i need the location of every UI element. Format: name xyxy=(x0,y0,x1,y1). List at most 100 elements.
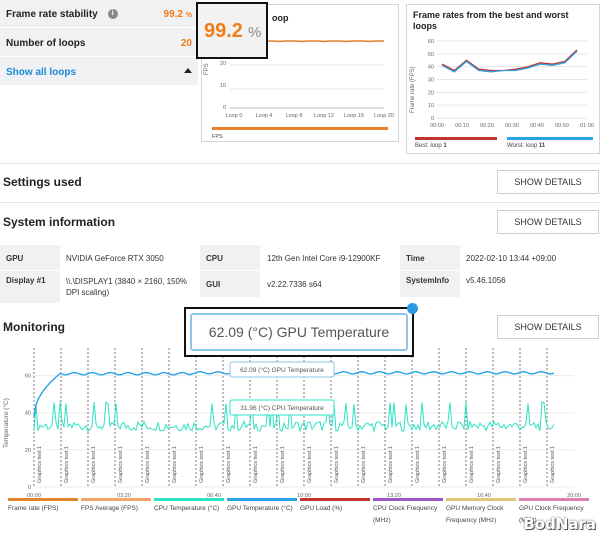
legend-item[interactable]: CPU Clock Frequency (MHz) xyxy=(373,498,443,535)
legend-item[interactable]: GPU Clock Frequency (MHz) xyxy=(519,498,589,535)
loop-x-tick: Loop 0 xyxy=(226,113,243,119)
loop-chart-panel: oop Loop 0 Loop 4 Loop 8 Loop 12 Loop 16 Loop… xyxy=(201,4,399,142)
mon-x-tick: 16:40 xyxy=(477,493,491,499)
loop-marker-label: Graphics test 1 xyxy=(523,446,529,483)
mon-y-tick: 20 xyxy=(25,448,31,454)
callout-unit: % xyxy=(248,24,262,41)
loop-marker-label: Graphics test 1 xyxy=(145,446,151,483)
legend-swatch xyxy=(81,498,151,501)
legend-label: GPU Load (%) xyxy=(300,505,343,512)
stability-label: Frame rate stability xyxy=(6,9,98,20)
loop-marker-label: Graphics test 1 xyxy=(253,446,259,483)
divider xyxy=(0,163,600,164)
legend-label: GPU Memory Clock Frequency (MHz) xyxy=(446,505,504,524)
mon-x-tick: 03:20 xyxy=(117,493,131,499)
loop-chart: Loop 0 Loop 4 Loop 8 Loop 12 Loop 16 Loop 20 … xyxy=(204,39,394,140)
bw-x-tick: 00:10 xyxy=(455,123,469,129)
loop-legend-label: FPS xyxy=(212,134,223,140)
legend-label: FPS Average (FPS) xyxy=(81,505,138,512)
loop-marker-label: Graphics test 1 xyxy=(64,446,70,483)
bw-x-tick: 00:30 xyxy=(505,123,519,129)
mon-y-tick: 60 xyxy=(25,374,31,380)
legend-label: Frame rate (FPS) xyxy=(8,505,59,512)
loop-y-tick: 10 xyxy=(220,83,226,89)
mon-x-tick: 10:00 xyxy=(297,493,311,499)
gpu-tooltip-box xyxy=(229,361,335,378)
best-loop-line xyxy=(441,49,578,72)
show-all-loops-toggle[interactable]: Show all loops xyxy=(0,58,198,86)
loop-x-tick: Loop 12 xyxy=(314,113,334,119)
caret-up-icon xyxy=(184,68,192,73)
loop-marker-label: Graphics test 1 xyxy=(442,446,448,483)
loop-chart-ylabel: FPS xyxy=(204,63,210,75)
monitoring-show-details-button[interactable]: SHOW DETAILS xyxy=(497,315,599,339)
time-label: Time xyxy=(406,254,425,263)
cpu-value: 12th Gen Intel Core i9-12900KF xyxy=(267,254,381,263)
mon-y-tick: 40 xyxy=(25,411,31,417)
loops-row: Number of loops 20 xyxy=(0,29,198,57)
monitoring-chart: Graphics test 1 Graphics test 1 Graphics t… xyxy=(2,348,581,499)
loop-marker-label: Graphics test 1 xyxy=(550,446,556,483)
legend-item[interactable]: GPU Memory Clock Frequency (MHz) xyxy=(446,498,516,535)
mon-x-tick: 20:00 xyxy=(567,493,581,499)
worst-legend: Worst: loop 11 xyxy=(507,143,546,149)
stability-callout: 99.2 % xyxy=(196,2,268,59)
callout-text: 62.09 (°C) GPU Temperature xyxy=(190,313,408,351)
loop-marker-label: Graphics test 1 xyxy=(469,446,475,483)
legend-item[interactable]: GPU Load (%) xyxy=(300,498,370,535)
loop-marker-label: Graphics test 1 xyxy=(334,446,340,483)
settings-title: Settings used xyxy=(3,175,82,189)
bw-y-tick: 30 xyxy=(428,78,434,84)
cpu-temperature-line xyxy=(33,401,555,433)
stability-value: 99.2 % xyxy=(163,9,192,20)
legend-swatch xyxy=(227,498,297,501)
loop-marker-label: Graphics test 1 xyxy=(37,446,43,483)
gui-value: v2.22.7336 s64 xyxy=(267,280,322,289)
bw-y-tick: 20 xyxy=(428,90,434,96)
loop-x-tick: Loop 20 xyxy=(374,113,394,119)
legend-item[interactable]: Frame rate (FPS) xyxy=(8,498,78,535)
legend-item[interactable]: CPU Temperature (°C) xyxy=(154,498,224,535)
display-label: Display #1 xyxy=(6,276,46,285)
loops-label: Number of loops xyxy=(6,38,86,49)
loop-marker-label: Graphics test 1 xyxy=(388,446,394,483)
stability-row: Frame rate stability i 99.2 % xyxy=(0,0,198,28)
divider xyxy=(0,202,600,203)
show-all-loops-label[interactable]: Show all loops xyxy=(6,67,77,78)
cpu-label: CPU xyxy=(206,254,223,263)
bw-x-tick: 00:20 xyxy=(480,123,494,129)
loop-marker-label: Graphics test 1 xyxy=(415,446,421,483)
system-show-details-button[interactable]: SHOW DETAILS xyxy=(497,210,599,234)
bw-x-tick: 00:50 xyxy=(555,123,569,129)
gpu-temperature-callout: 62.09 (°C) GPU Temperature xyxy=(184,303,418,357)
legend-swatch xyxy=(519,498,589,501)
monitoring-ylabel: Temperature (°C) xyxy=(2,398,10,448)
legend-swatch xyxy=(300,498,370,501)
loop-marker-label: Graphics test 1 xyxy=(172,446,178,483)
gpu-value: NVIDIA GeForce RTX 3050 xyxy=(66,254,164,263)
best-worst-ylabel: Frame rate (FPS) xyxy=(410,66,416,113)
loop-marker-label: Graphics test 1 xyxy=(280,446,286,483)
cpu-tooltip-box xyxy=(229,399,335,416)
monitoring-title: Monitoring xyxy=(3,320,65,334)
sysinfo-value: v5.46.1056 xyxy=(466,276,506,285)
bw-y-tick: 10 xyxy=(428,103,434,109)
data-point-marker xyxy=(407,303,418,314)
bw-x-tick: 00:00 xyxy=(430,123,444,129)
loop-marker-label: Graphics test 1 xyxy=(118,446,124,483)
worst-legend-bar xyxy=(507,137,593,140)
mon-x-tick: 06:40 xyxy=(207,493,221,499)
display-value: \\.\DISPLAY1 (3840 × 2160, 150% DPI scal… xyxy=(66,277,188,297)
loop-x-tick: Loop 4 xyxy=(256,113,273,119)
bw-y-tick: 0 xyxy=(431,116,434,122)
loop-y-tick: 20 xyxy=(220,61,226,67)
legend-item[interactable]: GPU Temperature (°C) xyxy=(227,498,297,535)
settings-show-details-button[interactable]: SHOW DETAILS xyxy=(497,170,599,194)
best-legend-bar xyxy=(415,137,497,140)
info-icon[interactable]: i xyxy=(107,9,118,20)
legend-item[interactable]: FPS Average (FPS) xyxy=(81,498,151,535)
loop-x-tick: Loop 16 xyxy=(344,113,364,119)
loop-marker-label: Graphics test 1 xyxy=(361,446,367,483)
best-worst-chart: 00:00 00:10 00:20 00:30 00:40 00:50 01:00 60 50… xyxy=(410,39,594,140)
loop-x-tick: Loop 8 xyxy=(286,113,303,119)
